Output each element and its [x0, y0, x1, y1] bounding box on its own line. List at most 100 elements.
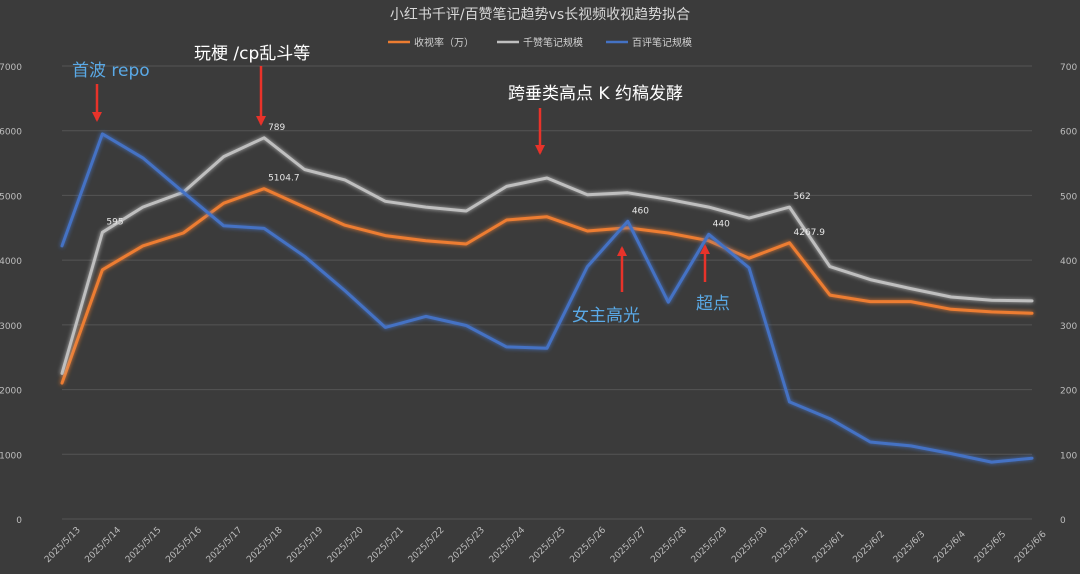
- x-axis-tick-label: 2025/5/19: [286, 525, 326, 565]
- series-point-0: [990, 311, 992, 313]
- x-axis-tick-label: 2025/5/24: [488, 525, 528, 565]
- series-point-1: [667, 198, 669, 200]
- series-point-0: [344, 224, 346, 226]
- series-point-2: [425, 315, 427, 317]
- series-point-2: [505, 346, 507, 348]
- x-axis-tick-label: 2025/6/1: [811, 529, 847, 565]
- series-point-0: [384, 234, 386, 236]
- x-axis-tick-label: 2025/5/18: [245, 525, 285, 565]
- series-point-0: [707, 240, 709, 242]
- annotation-arrow-head: [617, 246, 627, 256]
- series-point-1: [505, 185, 507, 187]
- series-point-2: [61, 245, 63, 247]
- series-point-0: [222, 202, 224, 204]
- legend-entry: 千赞笔记规模: [523, 36, 583, 49]
- series-point-1: [384, 200, 386, 202]
- series-point-2: [990, 461, 992, 463]
- left-axis-tick-label: 5000: [0, 192, 22, 202]
- series-point-0: [182, 232, 184, 234]
- series-point-1: [344, 179, 346, 181]
- left-axis-tick-label: 7000: [0, 63, 22, 73]
- series-point-0: [748, 257, 750, 259]
- series-point-1: [101, 231, 103, 233]
- series-point-0: [425, 240, 427, 242]
- series-point-0: [1031, 312, 1033, 314]
- left-axis-tick-label: 3000: [0, 322, 22, 332]
- data-label: 5104.7: [268, 174, 300, 184]
- series-line-1: [60, 136, 1034, 375]
- left-axis-tick-label: 1000: [0, 451, 22, 461]
- x-axis-tick-label: 2025/5/25: [528, 525, 568, 565]
- series-point-2: [829, 417, 831, 419]
- x-axis-tick-label: 2025/6/4: [932, 529, 968, 565]
- legend-entry: 百评笔记规模: [632, 36, 692, 49]
- series-point-2: [1031, 457, 1033, 459]
- right-axis-tick-label: 0: [1060, 516, 1066, 526]
- annotation-text: 首波 repo: [72, 61, 150, 81]
- data-label: 595: [106, 217, 123, 227]
- series-point-0: [910, 300, 912, 302]
- series-point-0: [667, 232, 669, 234]
- series-point-1: [788, 206, 790, 208]
- series-point-0: [142, 245, 144, 247]
- annotation-arrow-head: [535, 145, 545, 155]
- series-point-1: [425, 206, 427, 208]
- series-point-0: [465, 243, 467, 245]
- series-point-0: [303, 206, 305, 208]
- legend-entry: 收视率（万）: [414, 36, 474, 49]
- series-point-1: [465, 210, 467, 212]
- series-point-2: [627, 220, 629, 222]
- right-axis-tick-label: 300: [1060, 322, 1077, 332]
- series-point-1: [61, 372, 63, 374]
- series-line-0: [60, 187, 1034, 385]
- series-point-0: [101, 269, 103, 271]
- data-label: 440: [713, 219, 730, 229]
- x-axis-tick-label: 2025/5/30: [730, 525, 770, 565]
- series-point-2: [465, 324, 467, 326]
- series-point-0: [61, 382, 63, 384]
- annotation-text: 跨垂类高点 K 约稿发酵: [508, 84, 683, 104]
- x-axis-tick-label: 2025/5/16: [164, 525, 204, 565]
- data-label: 562: [794, 192, 811, 202]
- series-point-2: [263, 227, 265, 229]
- series-point-2: [546, 347, 548, 349]
- series-point-2: [667, 301, 669, 303]
- series-point-0: [950, 308, 952, 310]
- series-point-2: [222, 225, 224, 227]
- data-label: 789: [268, 123, 285, 133]
- series-point-0: [546, 216, 548, 218]
- annotation-arrow-head: [92, 112, 102, 122]
- annotation-text: 玩梗 /cp乱斗等: [194, 44, 310, 64]
- series-point-0: [263, 187, 265, 189]
- series-point-0: [627, 227, 629, 229]
- x-axis-tick-label: 2025/5/27: [609, 525, 649, 565]
- x-axis-tick-label: 2025/5/22: [407, 525, 447, 565]
- series-point-0: [829, 294, 831, 296]
- series-line-2: [60, 132, 1034, 464]
- series-point-1: [1031, 300, 1033, 302]
- series-point-1: [990, 299, 992, 301]
- chart-title: 小红书千评/百赞笔记趋势vs长视频收视趋势拟合: [390, 7, 690, 23]
- series-point-0: [788, 242, 790, 244]
- x-axis-tick-label: 2025/6/6: [1013, 529, 1049, 565]
- x-axis-tick-label: 2025/5/13: [43, 525, 83, 565]
- right-axis-tick-label: 200: [1060, 387, 1077, 397]
- x-axis-tick-label: 2025/5/23: [447, 525, 487, 565]
- series-point-1: [829, 265, 831, 267]
- data-label: 4267.9: [794, 228, 826, 238]
- series-point-1: [950, 296, 952, 298]
- series-point-1: [546, 177, 548, 179]
- series-point-2: [707, 233, 709, 235]
- series-point-2: [384, 326, 386, 328]
- series-point-0: [586, 230, 588, 232]
- x-axis-tick-label: 2025/5/31: [771, 525, 811, 565]
- series-point-0: [505, 219, 507, 221]
- right-axis-tick-label: 400: [1060, 257, 1077, 267]
- x-axis-tick-label: 2025/5/15: [124, 525, 164, 565]
- series-point-1: [910, 287, 912, 289]
- annotation-text: 超点: [696, 294, 730, 314]
- series-point-2: [344, 289, 346, 291]
- series-point-1: [748, 217, 750, 219]
- right-axis-tick-label: 700: [1060, 63, 1077, 73]
